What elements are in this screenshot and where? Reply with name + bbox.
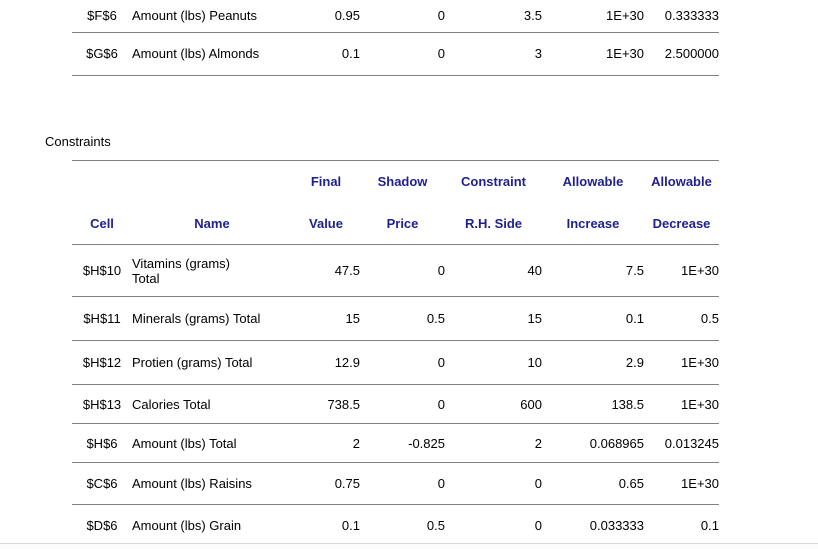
header-allowable-1: Allowable [562,174,624,190]
cell-ref: $F$6 [72,0,132,33]
table-row: $H$6 Amount (lbs) Total 2 -0.825 2 0.068… [72,423,719,463]
cell-ref: $G$6 [72,32,132,76]
final-value: 738.5 [292,384,360,424]
final-value: 0.75 [292,462,360,505]
value-cell: 3.5 [445,0,542,33]
table-row: $G$6 Amount (lbs) Almonds 0.1 0 3 1E+30 … [72,32,719,76]
allowable-increase: 0.1 [542,296,644,341]
rhs-value: 2 [445,423,542,463]
row-name: Amount (lbs) Grain [132,504,292,547]
value-cell: 0.95 [292,0,360,33]
row-name: Amount (lbs) Raisins [132,462,292,505]
table-row: $H$13 Calories Total 738.5 0 600 138.5 1… [72,384,719,424]
cell-ref: $H$11 [72,296,132,341]
header-value: Value [292,202,360,245]
cell-ref: $H$12 [72,340,132,385]
allowable-decrease: 1E+30 [644,384,719,424]
value-cell: 1E+30 [542,32,644,76]
allowable-decrease: 0.013245 [644,423,719,463]
value-cell: 0 [360,32,445,76]
header-spacer [132,161,292,203]
shadow-price: 0 [360,340,445,385]
header-final: Final [310,174,342,190]
cell-ref: $H$6 [72,423,132,463]
value-cell: 1E+30 [542,0,644,33]
cell-ref: $H$13 [72,384,132,424]
allowable-increase: 7.5 [542,244,644,297]
allowable-increase: 0.033333 [542,504,644,547]
shadow-price: 0 [360,462,445,505]
value-cell: 0.1 [292,32,360,76]
rhs-value: 0 [445,504,542,547]
rhs-value: 15 [445,296,542,341]
row-name: Amount (lbs) Total [132,423,292,463]
allowable-increase: 2.9 [542,340,644,385]
allowable-increase: 138.5 [542,384,644,424]
rhs-value: 10 [445,340,542,385]
table-row: $H$10 Vitamins (grams) Total 47.5 0 40 7… [72,244,719,297]
header-shadow: Shadow [377,174,428,190]
row-name: Minerals (grams) Total [132,296,292,341]
shadow-price: 0 [360,244,445,297]
row-name: Calories Total [132,384,292,424]
rhs-value: 0 [445,462,542,505]
allowable-decrease: 1E+30 [644,340,719,385]
cell-ref: $H$10 [72,244,132,297]
table-row: $H$12 Protien (grams) Total 12.9 0 10 2.… [72,340,719,385]
allowable-decrease: 0.5 [644,296,719,341]
shadow-price: 0 [360,384,445,424]
cell-ref: $C$6 [72,462,132,505]
allowable-decrease: 0.1 [644,504,719,547]
header-cell: Cell [72,202,132,245]
final-value: 15 [292,296,360,341]
rhs-value: 600 [445,384,542,424]
row-name: Protien (grams) Total [132,340,292,385]
header-rhs: R.H. Side [445,202,542,245]
window-bottom-edge [0,543,818,549]
adjustable-cells-table: $F$6 Amount (lbs) Peanuts 0.95 0 3.5 1E+… [72,0,719,76]
table-row: $F$6 Amount (lbs) Peanuts 0.95 0 3.5 1E+… [72,0,719,33]
header-row-bottom: Cell Name Value Price R.H. Side Increase… [72,202,719,245]
header-allowable-2: Allowable [651,174,712,190]
allowable-decrease: 1E+30 [644,244,719,297]
value-cell: 2.500000 [644,32,719,76]
final-value: 2 [292,423,360,463]
value-cell: 3 [445,32,542,76]
value-cell: 0 [360,0,445,33]
header-row-top: Final Shadow Constraint Allowable Allowa… [72,161,719,203]
row-name: Amount (lbs) Almonds [132,32,292,76]
allowable-increase: 0.65 [542,462,644,505]
header-price: Price [360,202,445,245]
allowable-decrease: 1E+30 [644,462,719,505]
value-cell: 0.333333 [644,0,719,33]
constraints-table: Final Shadow Constraint Allowable Allowa… [72,160,719,547]
constraints-section-label: Constraints [45,134,111,149]
cell-ref: $D$6 [72,504,132,547]
table-row: $H$11 Minerals (grams) Total 15 0.5 15 0… [72,296,719,341]
header-spacer [72,161,132,203]
shadow-price: 0.5 [360,504,445,547]
allowable-increase: 0.068965 [542,423,644,463]
row-name: Vitamins (grams) Total [132,244,292,297]
header-increase: Increase [542,202,644,245]
header-constraint: Constraint [461,174,526,190]
shadow-price: -0.825 [360,423,445,463]
final-value: 12.9 [292,340,360,385]
row-name: Amount (lbs) Peanuts [132,0,292,33]
shadow-price: 0.5 [360,296,445,341]
header-decrease: Decrease [644,202,719,245]
table-row: $D$6 Amount (lbs) Grain 0.1 0.5 0 0.0333… [72,504,719,547]
final-value: 0.1 [292,504,360,547]
rhs-value: 40 [445,244,542,297]
final-value: 47.5 [292,244,360,297]
header-name: Name [132,202,292,245]
table-row: $C$6 Amount (lbs) Raisins 0.75 0 0 0.65 … [72,462,719,505]
